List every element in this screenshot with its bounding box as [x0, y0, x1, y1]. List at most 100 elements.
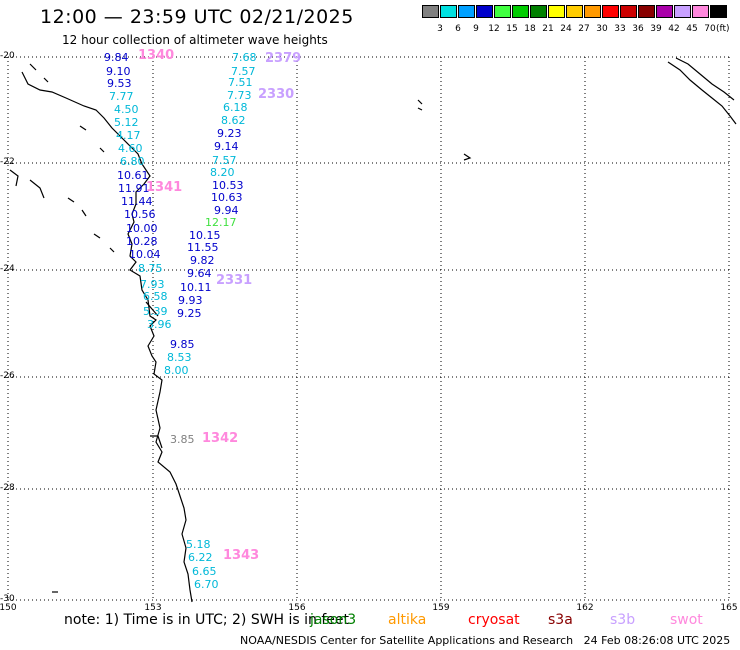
footer-credit: NOAA/NESDIS Center for Satellite Applica…: [240, 634, 730, 647]
longitude-label: 165: [720, 603, 738, 613]
wave-height-value: 8.20: [210, 166, 235, 179]
longitude-label: 159: [432, 603, 450, 613]
wave-height-value: 8.75: [138, 262, 163, 275]
latitude-label: -28: [0, 483, 15, 493]
wave-height-value: 9.10: [106, 65, 131, 78]
wave-height-value: 6.70: [194, 578, 219, 591]
island-fragment: [417, 99, 423, 105]
wave-height-value: 9.85: [170, 338, 195, 351]
pass-number-label: 1340: [138, 48, 175, 63]
longitude-label: 150: [0, 603, 17, 613]
reef-fragment: [43, 77, 49, 83]
wave-height-value: 9.94: [214, 204, 239, 217]
legend-swatch: [530, 5, 547, 18]
legend-swatch: [422, 5, 439, 18]
legend-swatch: [494, 5, 511, 18]
wave-height-value: 9.23: [217, 127, 242, 140]
legend-swatch: [440, 5, 457, 18]
map-subtitle: 12 hour collection of altimeter wave hei…: [62, 33, 328, 47]
legend-label: 36: [632, 24, 644, 34]
legend-swatch: [512, 5, 529, 18]
wave-height-value: 7.77: [109, 90, 134, 103]
wave-height-value: 10.04: [129, 248, 161, 261]
wave-height-value: 6.58: [143, 290, 168, 303]
legend-label: 12: [488, 24, 500, 34]
legend-label: 18: [524, 24, 536, 34]
wave-height-value: 5.18: [186, 538, 211, 551]
longitude-label: 153: [144, 603, 162, 613]
wave-height-value: 5.12: [114, 116, 139, 129]
wave-height-value: 10.15: [189, 229, 221, 242]
satellite-legend-cryosat: cryosat: [468, 612, 520, 628]
legend-swatch: [692, 5, 709, 18]
satellite-legend-altika: altika: [388, 612, 427, 628]
reef-fragment: [93, 233, 101, 239]
wave-height-value: 10.28: [126, 235, 158, 248]
wave-height-value: 10.53: [212, 179, 244, 192]
wave-height-value: 5.39: [143, 305, 168, 318]
wave-height-value: 8.62: [221, 114, 246, 127]
map-title: 12:00 — 23:59 UTC 02/21/2025: [40, 6, 354, 28]
wave-height-value: 9.14: [214, 140, 239, 153]
latitude-label: -20: [0, 51, 15, 61]
pass-number-label: 1341: [146, 180, 183, 195]
wave-height-value: 9.93: [178, 294, 203, 307]
legend-label: 15: [506, 24, 518, 34]
credit-timestamp: 24 Feb 08:26:08 UTC 2025: [583, 634, 731, 647]
wave-height-value: 10.63: [211, 191, 243, 204]
latitude-label: -26: [0, 371, 15, 381]
footer-note: note: 1) Time is in UTC; 2) SWH is in fe…: [64, 612, 350, 628]
reef-fragment: [145, 301, 159, 317]
legend-swatch: [584, 5, 601, 18]
legend-unit: (ft): [716, 24, 730, 34]
longitude-label: 162: [576, 603, 594, 613]
legend-label: 24: [560, 24, 572, 34]
wave-height-value: 4.50: [114, 103, 139, 116]
reef-fragment: [150, 435, 163, 449]
pass-number-label: 2330: [258, 87, 295, 102]
pass-number-label: 2331: [216, 273, 253, 288]
wave-height-value: 11.44: [121, 195, 153, 208]
wave-height-value: 11.55: [187, 241, 219, 254]
reef-fragment: [81, 209, 87, 217]
lat-lon-grid: [7, 56, 730, 601]
pass-number-label: 2379: [265, 51, 302, 66]
wave-height-value: 8.00: [164, 364, 189, 377]
wave-height-value: 10.11: [180, 281, 212, 294]
legend-label: 21: [542, 24, 554, 34]
reef-fragment: [29, 179, 45, 199]
wave-height-value: 4.60: [118, 142, 143, 155]
legend-label: 33: [614, 24, 626, 34]
wave-height-value: 9.82: [190, 254, 215, 267]
reef-fragment: [29, 63, 37, 71]
wave-height-value: 7.68: [232, 51, 257, 64]
legend-swatch: [566, 5, 583, 18]
wave-height-value: 7.57: [212, 154, 237, 167]
legend-label: 6: [455, 24, 461, 34]
pass-number-label: 1343: [223, 548, 260, 563]
wave-height-value: 7.57: [231, 65, 256, 78]
wave-height-value: 11.91: [118, 182, 150, 195]
wave-height-value: 6.22: [188, 551, 213, 564]
island-fragment: [417, 107, 423, 111]
legend-swatch: [476, 5, 493, 18]
reef-fragment: [99, 147, 105, 153]
wave-height-value: 9.84: [104, 51, 129, 64]
legend-swatch: [548, 5, 565, 18]
legend-label: 70: [704, 24, 716, 34]
legend-swatch: [602, 5, 619, 18]
legend-label: 45: [686, 24, 698, 34]
satellite-legend-s3b: s3b: [610, 612, 636, 628]
legend-label: 39: [650, 24, 662, 34]
legend-label: 27: [578, 24, 590, 34]
wave-height-value: 9.53: [107, 77, 132, 90]
wave-height-value: 10.61: [117, 169, 149, 182]
legend-swatch: [638, 5, 655, 18]
wave-height-value: 6.80: [120, 155, 145, 168]
wave-height-value: 9.64: [187, 267, 212, 280]
reef-fragment: [67, 197, 75, 203]
wave-height-value: 4.17: [116, 129, 141, 142]
island-fragment: [463, 153, 472, 161]
satellite-legend-swot: swot: [670, 612, 703, 628]
